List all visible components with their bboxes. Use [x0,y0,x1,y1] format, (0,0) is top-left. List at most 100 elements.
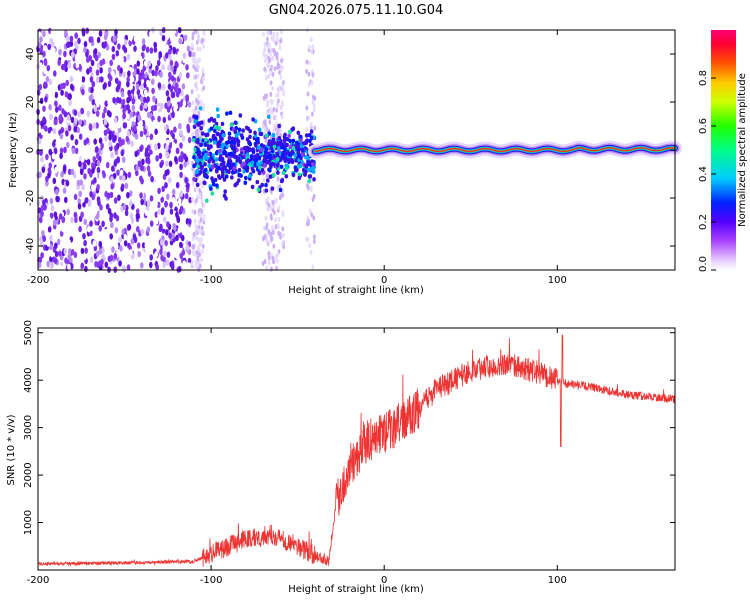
noise-blob [196,46,200,52]
noise-blob [160,239,164,246]
noise-blob [264,128,267,134]
noise-blob [46,251,50,258]
noise-blob [137,250,141,258]
band-blob [264,188,269,193]
noise-blob [53,211,58,218]
noise-blob [262,225,266,231]
noise-blob [313,95,317,101]
noise-blob [45,51,49,58]
noise-blob [98,172,103,179]
x-tick-label: 0 [381,275,387,286]
band-blob [281,170,286,176]
spectrogram-y-ticks: -40 -20 0 20 40 [25,48,675,254]
band-blob [283,147,287,153]
noise-blob [178,107,183,115]
noise-blob [122,112,126,120]
noise-blob [37,261,42,269]
band-blob [248,173,252,179]
x-tick-label: 0 [381,575,387,586]
noise-blob [72,183,77,190]
noise-blob [163,125,168,132]
band-blob [230,175,234,180]
noise-blob [101,124,105,131]
noise-blob [148,67,152,74]
band-blob [194,170,199,175]
noise-blob [113,253,118,260]
band-blob [203,167,208,173]
noise-blob [271,200,275,206]
noise-blob [49,234,53,242]
noise-blob [160,144,164,151]
noise-blob [52,128,57,135]
noise-blob [139,95,144,103]
noise-blob [83,40,88,48]
noise-blob [118,136,122,144]
noise-blob [107,80,112,88]
noise-blob [181,135,186,142]
noise-blob [47,226,52,233]
x-tick-label: 100 [548,575,567,586]
noise-blob [263,52,266,58]
noise-blob [158,172,163,179]
noise-blob [198,187,202,193]
noise-blob [67,253,72,260]
noise-blob [77,203,82,210]
noise-blob [98,240,102,248]
noise-blob [91,193,95,201]
noise-blob [95,69,100,76]
noise-blob [171,188,176,196]
noise-blob [59,132,64,140]
noise-blob [49,113,53,120]
noise-blob [168,71,172,79]
noise-blob [60,89,64,96]
noise-blob [198,263,202,269]
noise-blob [163,216,167,223]
noise-blob [56,238,61,246]
noise-blob [75,169,80,177]
noise-blob [195,86,199,92]
noise-blob [161,64,165,71]
band-blob [229,140,234,145]
noise-blob [78,160,82,168]
noise-blob [263,258,267,264]
band-blob [229,143,234,148]
band-blob [201,138,205,143]
band-blob [212,140,217,145]
noise-blob [308,44,311,50]
noise-blob [124,209,129,217]
noise-blob [157,96,161,104]
noise-blob [48,104,52,111]
noise-blob [114,227,119,234]
noise-blob [117,122,121,129]
noise-blob [64,241,68,248]
band-blob [245,152,250,157]
noise-blob [277,85,281,91]
band-blob [215,131,220,136]
noise-blob [278,45,282,51]
x-tick-label: -100 [200,575,223,586]
noise-blob [90,86,94,94]
noise-blob [70,116,75,124]
noise-blob [100,76,104,83]
noise-blob [135,164,139,172]
noise-blob [150,126,155,133]
noise-blob [80,211,84,218]
noise-blob [126,192,130,199]
band-blob [271,173,276,178]
noise-blob [137,114,142,122]
noise-blob [182,100,187,107]
noise-blob [38,257,42,264]
band-blob [242,161,247,167]
noise-blob [273,123,276,129]
noise-blob [92,240,97,247]
noise-blob [115,86,120,93]
noise-blob [168,136,173,143]
noise-blob [179,129,183,137]
noise-blob [267,240,271,246]
noise-blob [127,89,131,97]
noise-blob [146,96,150,103]
noise-blob [133,45,137,52]
band-blob [282,156,287,161]
noise-blob [92,156,97,163]
noise-blob [200,198,204,204]
